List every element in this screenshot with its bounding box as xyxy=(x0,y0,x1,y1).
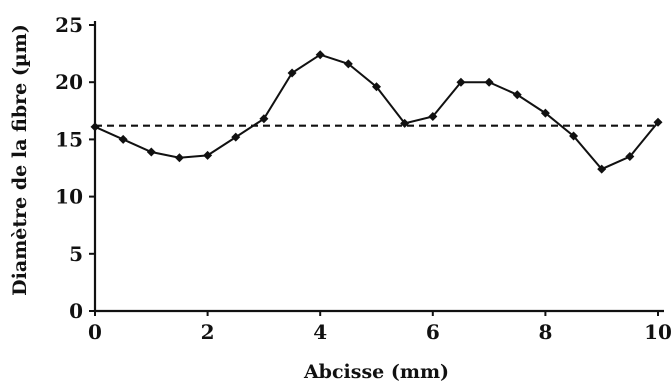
y-tick-label: 5 xyxy=(69,242,83,266)
data-point-marker xyxy=(174,153,184,163)
y-tick-label: 15 xyxy=(55,127,83,151)
data-point-marker xyxy=(203,150,213,160)
data-point-marker xyxy=(372,82,381,92)
data-point-marker xyxy=(315,50,325,60)
y-tick-label: 20 xyxy=(55,70,83,94)
data-point-marker xyxy=(512,90,522,100)
data-point-marker xyxy=(287,68,297,78)
y-tick-label: 0 xyxy=(69,299,83,323)
data-point-marker xyxy=(653,117,663,127)
data-point-marker xyxy=(597,164,607,174)
data-point-marker xyxy=(118,134,128,144)
y-tick-label: 10 xyxy=(55,185,83,209)
fiber-diameter-line xyxy=(94,53,659,171)
data-point-marker xyxy=(484,77,494,87)
data-point-marker xyxy=(540,108,550,118)
data-point-marker xyxy=(569,131,579,141)
data-point-marker xyxy=(400,118,410,128)
y-tick-label: 25 xyxy=(55,13,83,37)
x-tick-label: 2 xyxy=(201,320,215,344)
y-axis-title: Diamètre de la fibre (µm) xyxy=(9,24,31,296)
x-tick-label: 8 xyxy=(538,320,552,344)
x-tick-label: 0 xyxy=(88,320,102,344)
axes xyxy=(93,21,664,313)
data-point-marker xyxy=(343,59,353,69)
x-tick-label: 4 xyxy=(313,320,327,344)
data-point-marker xyxy=(259,114,269,124)
data-point-marker xyxy=(90,122,100,132)
data-point-marker xyxy=(625,152,635,162)
data-point-marker xyxy=(146,147,156,157)
x-axis-title: Abcisse (mm) xyxy=(303,361,449,381)
data-point-marker xyxy=(428,112,438,122)
series-layer xyxy=(90,50,663,174)
x-tick-label: 10 xyxy=(644,320,672,344)
x-tick-label: 6 xyxy=(426,320,440,344)
data-point-marker xyxy=(231,132,241,142)
data-point-marker xyxy=(456,77,466,87)
ticks: 0 2 4 6 8 10 0 5 10 15 20 25 xyxy=(55,13,672,344)
